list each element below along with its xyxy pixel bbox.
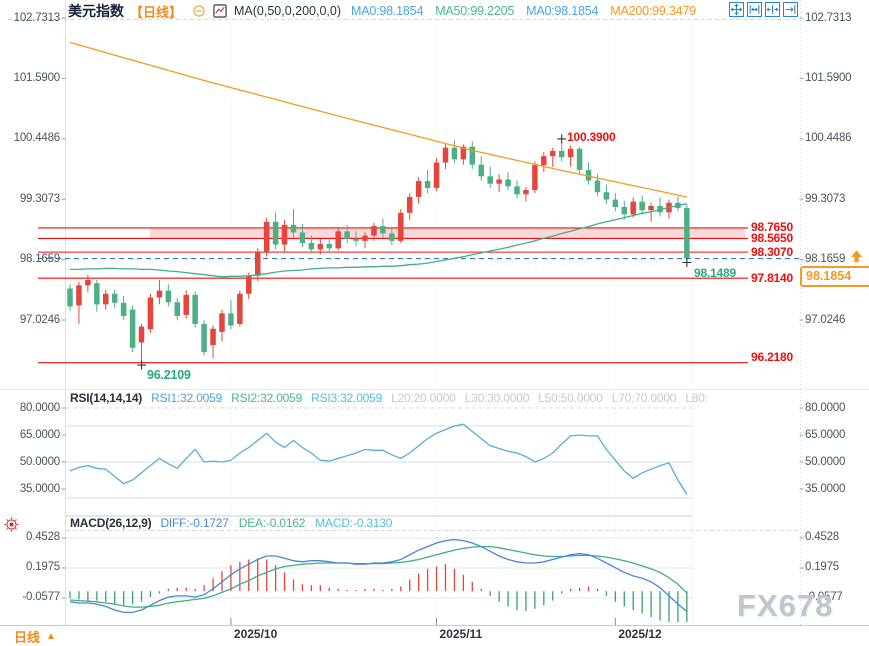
chart-toolbar: [729, 2, 798, 17]
high-price-annotation: 100.3900: [567, 130, 616, 144]
level-price-label: 98.7650: [751, 220, 793, 235]
macd-series: [69, 538, 688, 622]
candlestick-series: [67, 41, 690, 364]
price-axis-label-left: 98.1659: [19, 253, 60, 266]
level-price-label: 98.5650: [751, 230, 793, 245]
low-price-annotation: 96.2109: [147, 368, 191, 382]
price-axis-label-left: 102.7313: [13, 11, 61, 24]
chart-header: 美元指数 【日线】 MA(0,50,0,200,0,0) MA0:98.1854…: [68, 2, 696, 20]
price-markers: [137, 134, 692, 370]
macd-axis-label-right: 0.1975: [805, 561, 839, 574]
ma-values: MA0:98.1854 MA50:99.2205 MA0:98.1854 MA200:…: [351, 4, 696, 18]
rsi-axis-label-left: 50.0000: [19, 455, 60, 468]
price-axis-label-right: 100.4486: [805, 132, 852, 145]
rsi-axis-label-right: 35.0000: [805, 482, 846, 495]
date-axis-label: 2025/10: [233, 627, 278, 641]
date-axis-label: 2025/12: [618, 627, 662, 641]
rsi-axis-label-left: 80.0000: [19, 401, 60, 414]
expand-x-axis-button[interactable]: [765, 2, 780, 17]
current-price-tag: 98.1854: [800, 266, 869, 287]
macd-axis-label-left: 0.4528: [26, 531, 60, 544]
date-axis-label: 2025/11: [439, 627, 483, 641]
price-axis-label-left: 99.3073: [19, 192, 60, 205]
price-axis-label-left: 100.4486: [13, 132, 61, 145]
rsi-axis-label-right: 65.0000: [805, 428, 846, 441]
macd-axis-label-left: 0.1975: [26, 561, 60, 574]
compress-x-axis-button[interactable]: [747, 2, 762, 17]
ma-value-label: MA0:98.1854: [526, 4, 599, 18]
rsi-value-label: RSI2:32.0059: [231, 391, 303, 405]
rsi-name: RSI(14,14,14): [70, 391, 143, 405]
level-price-label: 97.8140: [751, 270, 793, 285]
level-price-label: 98.3070: [751, 244, 793, 259]
price-axis-label-right: 97.0246: [805, 313, 846, 326]
price-axis-label-right: 99.3073: [805, 192, 846, 205]
rsi-value-label: L50:50.0000: [538, 391, 603, 405]
macd-name: MACD(26,12,9): [70, 516, 152, 530]
timeframe-selector-label: 日线: [14, 630, 41, 645]
scroll-to-price-arrow[interactable]: [849, 249, 864, 269]
macd-axis-label-left: -0.0577: [22, 591, 60, 604]
price-axis-label-left: 97.0246: [19, 313, 60, 326]
price-axis-label-right: 101.5900: [805, 71, 852, 84]
rsi-values: RSI1:32.0059 RSI2:32.0059 RSI3:32.0059 L20:…: [151, 391, 708, 405]
macd-settings-icon[interactable]: [4, 517, 19, 537]
price-axis-label-right: 102.7313: [805, 11, 852, 24]
rsi-value-label: L30:30.0000: [464, 391, 530, 405]
timeframe-selector[interactable]: 日线 ▲: [14, 627, 56, 646]
rsi-header: RSI(14,14,14) RSI1:32.0059 RSI2:32.0059 RS…: [70, 391, 708, 405]
collapse-indicator-icon[interactable]: [192, 4, 206, 18]
fit-chart-button[interactable]: [729, 2, 744, 17]
rsi-value-label: L70:70.0000: [611, 391, 677, 405]
rsi-axis-label-left: 65.0000: [19, 428, 60, 441]
macd-value-label: DIFF:-0.1727: [160, 516, 229, 530]
grid: [0, 0, 869, 626]
ma-value-label: MA200:99.3479: [610, 4, 696, 18]
rsi-value-label: RSI3:32.0059: [311, 391, 383, 405]
watermark: FX678: [737, 588, 834, 623]
macd-value-label: MACD:-0.3130: [315, 516, 393, 530]
macd-axis-label-right: -0.0577: [805, 591, 843, 604]
rsi-series: [69, 423, 688, 495]
timeframe-label: 【日线】: [130, 4, 183, 20]
symbol-name: 美元指数: [68, 3, 124, 19]
rsi-axis-label-right: 80.0000: [805, 401, 846, 414]
macd-header: MACD(26,12,9) DIFF:-0.1727 DEA:-0.0162 MAC…: [70, 516, 392, 530]
rsi-value-label: RSI1:32.0059: [151, 391, 223, 405]
macd-axis-label-right: 0.4528: [805, 531, 839, 544]
level-price-label: 96.2180: [751, 349, 793, 364]
ma-value-label: MA0:98.1854: [351, 4, 424, 18]
chart-style-icon[interactable]: [213, 4, 227, 18]
last-low-annotation: 98.1489: [694, 266, 736, 280]
price-axis-label-right: 98.1659: [805, 253, 846, 266]
rsi-value-label: L80:: [685, 391, 708, 405]
go-to-latest-button[interactable]: [783, 2, 798, 17]
timeframe-dropdown-arrow: ▲: [46, 631, 56, 642]
price-axis-label-left: 101.5900: [13, 71, 61, 84]
ma-value-label: MA50:99.2205: [435, 4, 515, 18]
ma-settings-label: MA(0,50,0,200,0,0): [234, 4, 342, 18]
macd-values: DIFF:-0.1727 DEA:-0.0162 MACD:-0.3130: [160, 516, 392, 530]
rsi-axis-label-left: 35.0000: [19, 482, 60, 495]
rsi-axis-label-right: 50.0000: [805, 455, 846, 468]
macd-value-label: DEA:-0.0162: [238, 516, 306, 530]
rsi-value-label: L20:20.0000: [391, 391, 456, 405]
